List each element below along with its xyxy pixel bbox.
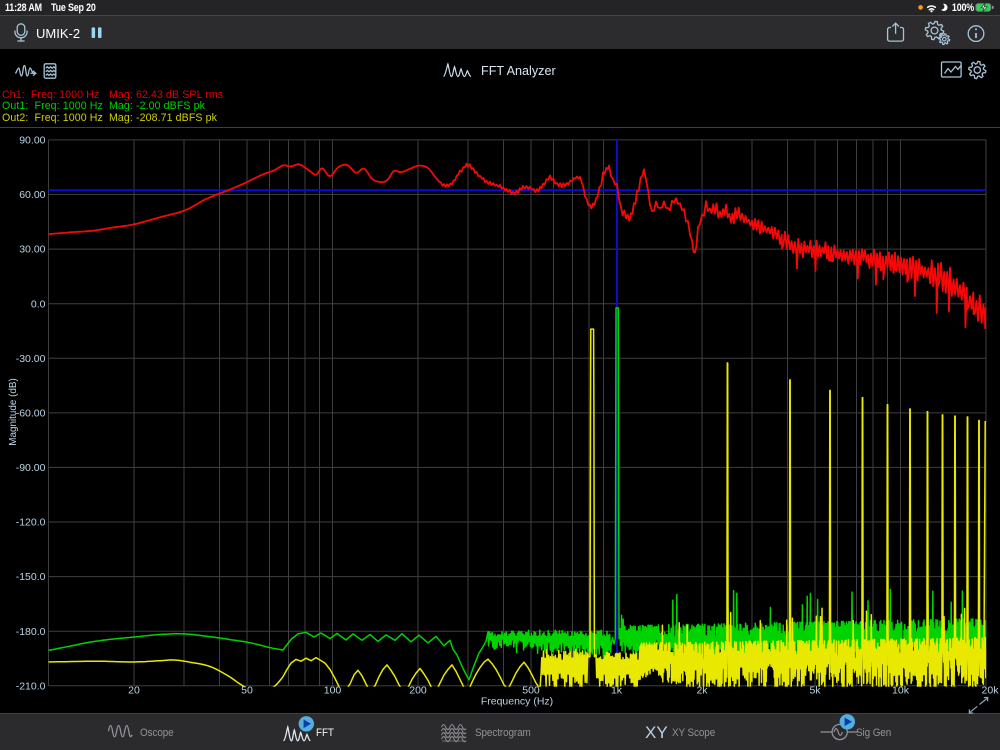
svg-text:-60.00: -60.00 [16, 408, 46, 420]
svg-text:2k: 2k [696, 685, 708, 697]
svg-text:60.00: 60.00 [19, 189, 45, 201]
svg-text:50: 50 [241, 685, 253, 697]
svg-text:Magnitude (dB): Magnitude (dB) [8, 378, 19, 446]
svg-text:-150.0: -150.0 [16, 571, 46, 583]
svg-text:30.00: 30.00 [19, 244, 45, 256]
svg-text:0.0: 0.0 [31, 298, 46, 310]
svg-text:-210.0: -210.0 [16, 680, 46, 692]
svg-text:Frequency (Hz): Frequency (Hz) [481, 696, 553, 708]
svg-text:-90.00: -90.00 [16, 462, 46, 474]
svg-text:-120.0: -120.0 [16, 517, 46, 529]
svg-text:-30.00: -30.00 [16, 353, 46, 365]
svg-text:10k: 10k [892, 685, 910, 697]
svg-text:XY: XY [645, 723, 668, 742]
svg-text:90.00: 90.00 [19, 135, 45, 147]
svg-text:1k: 1k [611, 685, 623, 697]
svg-text:200: 200 [409, 685, 427, 697]
svg-text:100: 100 [324, 685, 342, 697]
svg-text:20: 20 [128, 685, 140, 697]
svg-text:-180.0: -180.0 [16, 626, 46, 638]
svg-text:5k: 5k [809, 685, 821, 697]
svg-text:500: 500 [522, 685, 540, 697]
svg-text:20k: 20k [982, 685, 1000, 697]
